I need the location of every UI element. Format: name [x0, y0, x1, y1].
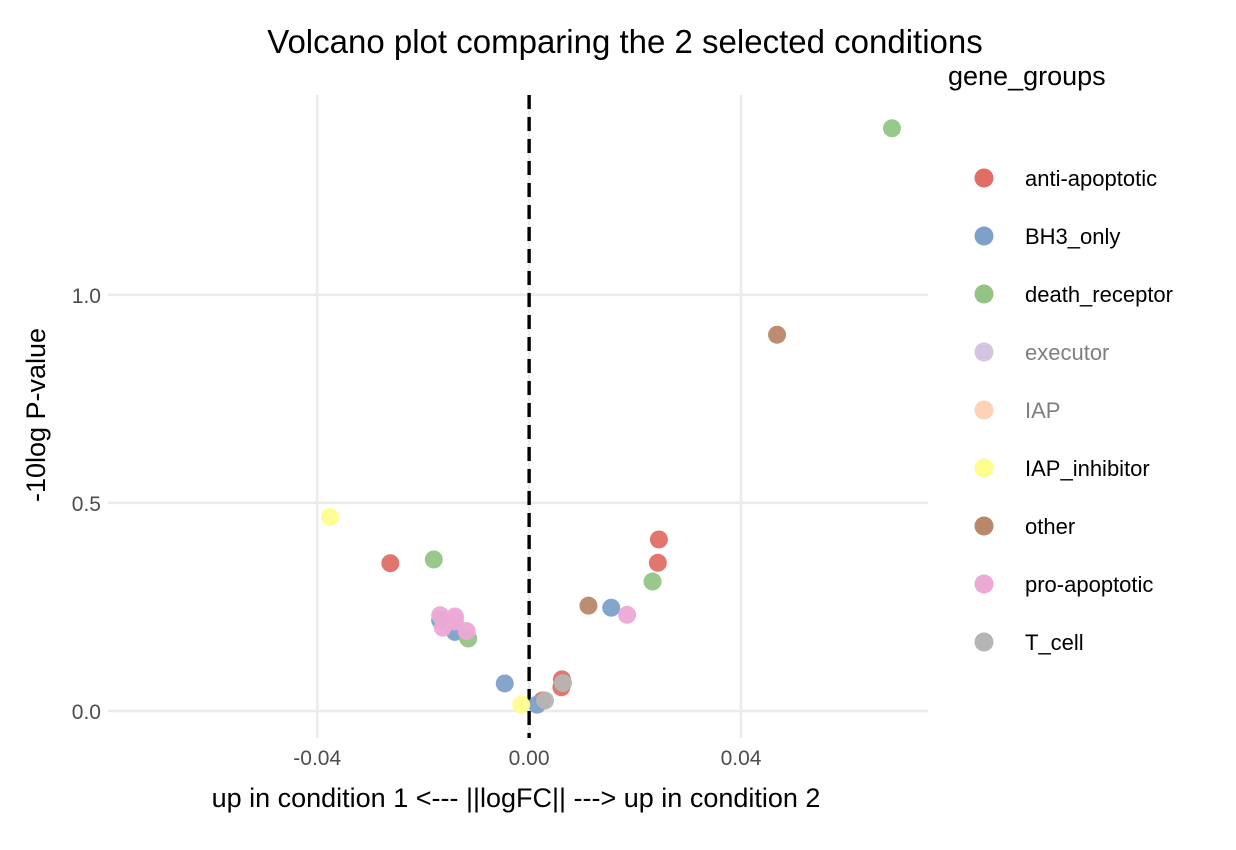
data-point-IAP_inhibitor	[320, 508, 339, 527]
chart-title: Volcano plot comparing the 2 selected co…	[267, 23, 982, 60]
legend-label: other	[1025, 514, 1075, 539]
legend-key-IAP	[974, 400, 994, 420]
legend-key-IAP_inhibitor	[974, 458, 994, 478]
legend-label: pro-apoptotic	[1025, 572, 1153, 597]
x-tick-labels: -0.04 0.00 0.04	[293, 747, 761, 770]
y-axis-title: -10log P-value	[21, 328, 51, 502]
data-point-IAP_inhibitor	[512, 695, 531, 714]
legend-key-anti-apoptotic	[974, 168, 994, 188]
data-point-pro-apoptotic	[457, 622, 476, 641]
data-point-death_receptor	[424, 550, 443, 569]
data-point-BH3_only	[495, 674, 514, 693]
y-tick-label: 0.0	[72, 701, 101, 724]
legend-key-BH3_only	[974, 226, 994, 246]
legend-key-T_cell	[974, 632, 994, 652]
legend-label: T_cell	[1025, 630, 1084, 655]
legend-label: anti-apoptotic	[1025, 166, 1157, 191]
legend-label: IAP	[1025, 398, 1060, 423]
y-tick-labels: 0.0 0.5 1.0	[72, 285, 101, 724]
legend: anti-apoptotic BH3_only death_receptorexec…	[974, 166, 1173, 655]
x-tick-label: -0.04	[293, 747, 341, 770]
data-point-pro-apoptotic	[618, 605, 637, 624]
data-point-other	[579, 596, 598, 615]
y-tick-label: 0.5	[72, 493, 101, 516]
x-tick-label: 0.04	[721, 747, 762, 770]
legend-title: gene_groups	[948, 61, 1106, 91]
y-tick-label: 1.0	[72, 285, 101, 308]
legend-label: executor	[1025, 340, 1109, 365]
data-point-other	[768, 325, 787, 344]
data-point-T_cell	[554, 674, 573, 693]
legend-label: IAP_inhibitor	[1025, 456, 1150, 481]
data-point-death_receptor	[643, 572, 662, 591]
legend-label: death_receptor	[1025, 282, 1173, 307]
data-point-anti-apoptotic	[648, 553, 667, 572]
legend-key-death_receptor	[974, 284, 994, 304]
legend-label: BH3_only	[1025, 224, 1120, 249]
legend-key-pro-apoptotic	[974, 574, 994, 594]
data-point-anti-apoptotic	[649, 530, 668, 549]
x-tick-label: 0.00	[509, 747, 550, 770]
data-points	[320, 119, 901, 714]
data-point-anti-apoptotic	[381, 554, 400, 573]
data-point-BH3_only	[602, 598, 621, 617]
data-point-death_receptor	[882, 119, 901, 138]
y-gridlines	[108, 293, 928, 713]
x-axis-title: up in condition 1 <--- ||logFC|| ---> up…	[212, 783, 821, 813]
data-point-T_cell	[536, 691, 555, 710]
legend-key-executor	[974, 342, 994, 362]
legend-key-other	[974, 516, 994, 536]
